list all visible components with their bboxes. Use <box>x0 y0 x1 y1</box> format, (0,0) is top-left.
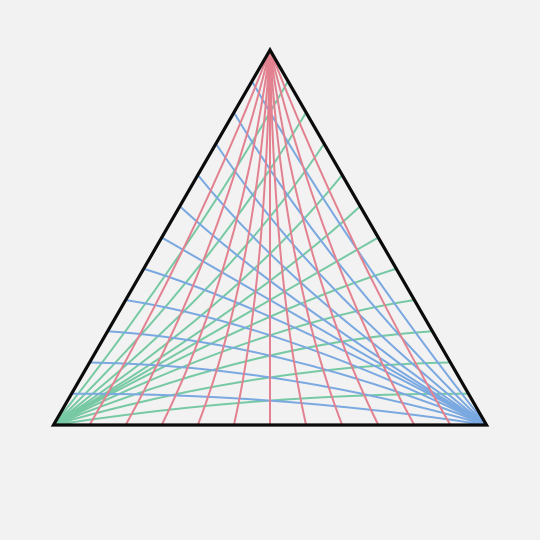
curve-family-right <box>72 81 487 425</box>
ternary-diagram-svg <box>0 0 540 540</box>
ternary-diagram <box>0 0 540 540</box>
ternary-curve <box>252 81 487 425</box>
ternary-curve <box>53 81 288 425</box>
curve-family-left <box>53 81 468 425</box>
